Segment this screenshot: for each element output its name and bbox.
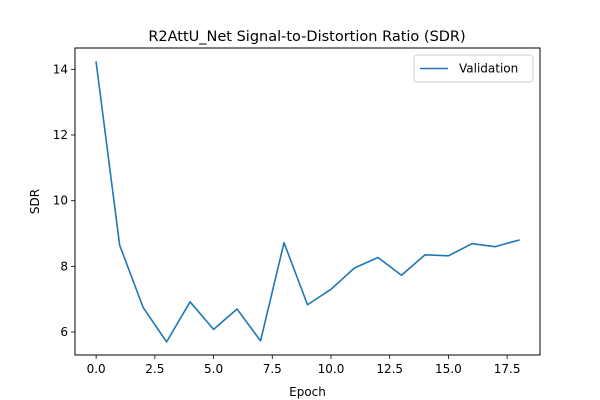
y-tick-label: 10 — [53, 194, 68, 208]
x-tick-label: 17.5 — [494, 362, 521, 376]
x-tick-label: 2.5 — [145, 362, 164, 376]
legend-box — [413, 54, 534, 83]
y-tick-label: 14 — [53, 62, 68, 76]
plot-area: 0.0 2.5 5.0 7.5 10.0 12.5 15.0 17.5 6 8 10 12 14 — [53, 47, 541, 376]
x-tick-label: 12.5 — [376, 362, 403, 376]
x-tick-label: 0.0 — [87, 362, 106, 376]
y-tick-label: 6 — [60, 325, 68, 339]
series-layer — [95, 61, 520, 343]
y-axis-label: SDR — [28, 189, 42, 214]
legend-label-validation: Validation — [459, 62, 518, 76]
y-axis: 6 8 10 12 14 — [53, 62, 75, 339]
plot-frame — [74, 47, 541, 356]
x-tick-label: 10.0 — [318, 362, 345, 376]
y-tick-label: 8 — [60, 259, 68, 273]
series-line-validation — [95, 61, 520, 343]
legend: Validation — [413, 54, 534, 83]
x-tick-label: 5.0 — [204, 362, 223, 376]
x-tick-label: 7.5 — [263, 362, 282, 376]
y-tick-label: 12 — [53, 128, 68, 142]
x-axis-label: Epoch — [289, 385, 326, 399]
x-axis: 0.0 2.5 5.0 7.5 10.0 12.5 15.0 17.5 — [87, 355, 521, 376]
x-tick-label: 15.0 — [435, 362, 462, 376]
chart-title: R2AttU_Net Signal-to-Distortion Ratio (S… — [148, 29, 465, 45]
